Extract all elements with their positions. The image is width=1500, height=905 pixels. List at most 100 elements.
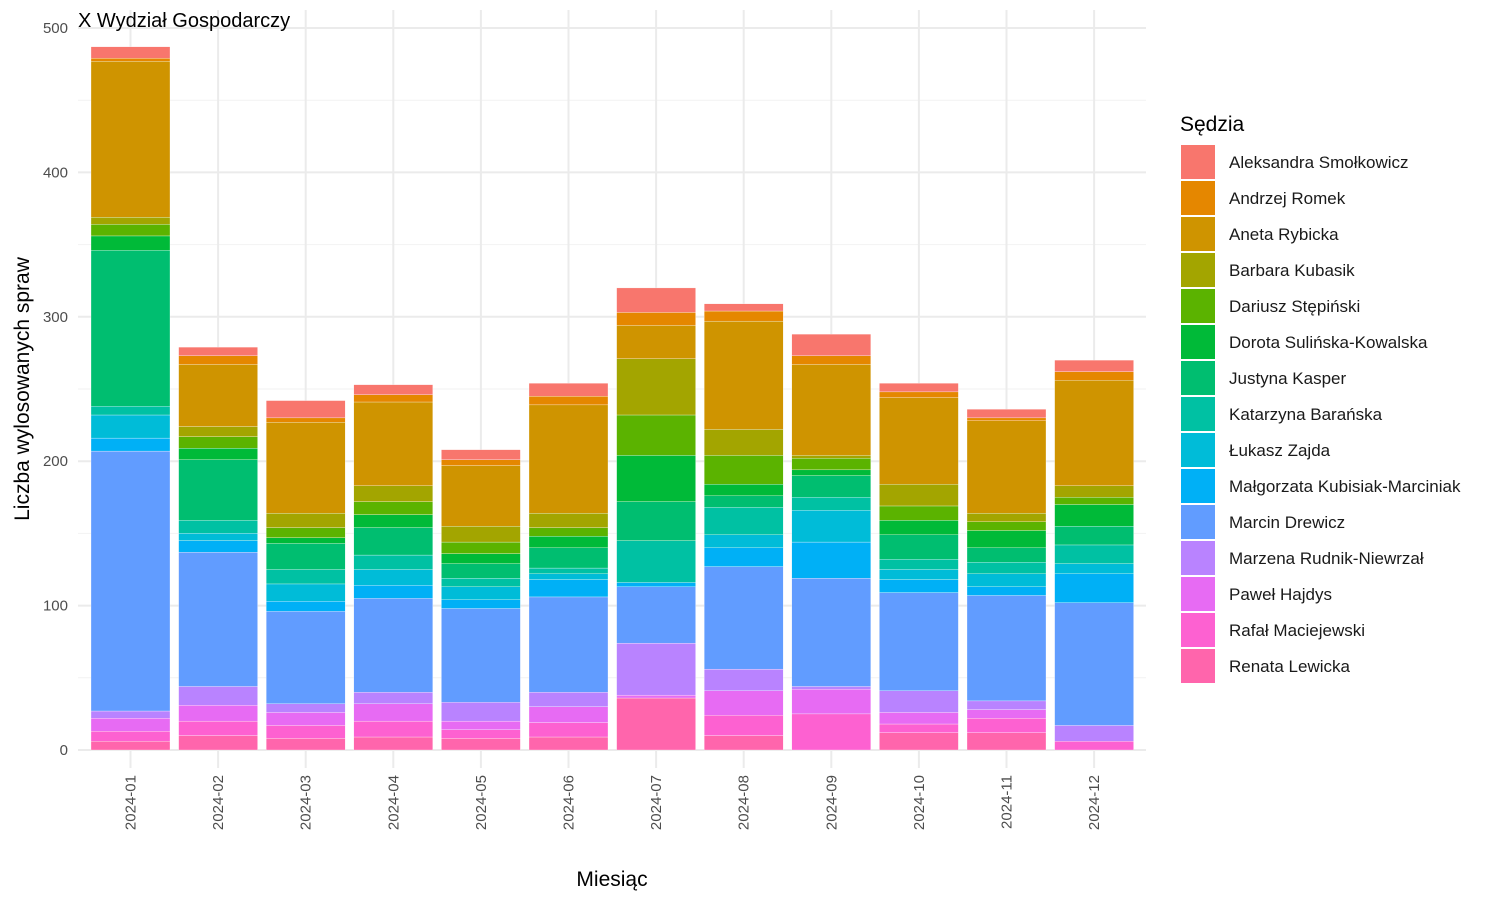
bar-segment [353,401,433,486]
bar-segment [966,417,1047,421]
bar-segment [266,725,346,739]
bar-segment [266,537,346,544]
bar-segment [966,420,1047,514]
bar-segment [704,495,784,508]
bar-segment [791,458,871,471]
bar-segment [1054,359,1134,372]
bar-segment [353,703,433,722]
bar-segment [704,484,784,497]
bar-segment [178,448,258,460]
legend-item: Justyna Kasper [1181,361,1347,395]
legend-item: Marzena Rudnik-Niewrzał [1181,541,1424,575]
bar-segment [704,690,784,716]
bar-segment [178,720,258,736]
bar-segment [266,738,346,751]
bar-segment [353,514,433,528]
bar-segment [791,689,871,715]
bar-segment [616,358,696,416]
bar-segment [791,713,871,751]
bar-segment [266,611,346,704]
bar-segment [966,586,1047,596]
bar-segment [90,224,171,237]
bar-segment [353,554,433,570]
bar-segment [616,540,696,583]
bar-segment [266,400,346,419]
bar-segment [178,533,258,541]
bar-segment [90,58,171,62]
bar-segment [528,567,609,574]
bar-segment [90,731,171,742]
bar-segment [266,527,346,538]
legend-item: Barbara Kubasik [1181,253,1355,287]
legend-items: Aleksandra Smołkowicz Andrzej Romek Aneta … [1181,145,1461,683]
bar-segment [791,578,871,687]
bar-segment [266,569,346,585]
y-tick-label: 300 [43,309,68,326]
bar-segment [178,346,258,356]
legend-item: Katarzyna Barańska [1181,397,1383,431]
bar-segment [704,320,784,430]
legend-title: Sędzia [1180,113,1245,136]
bar-segment [704,668,784,691]
x-tick-label: 2024-08 [736,775,753,830]
bar-segment [966,732,1047,751]
bar-segment [178,364,258,427]
x-tick-label: 2024-07 [648,775,665,830]
bar-segment [1054,741,1134,751]
bar-segment [616,501,696,541]
bar-segment [616,455,696,502]
legend-item: Marcin Drewicz [1181,505,1345,539]
bar-segment [528,383,609,397]
bar-segment [1054,526,1134,546]
bar-segment [441,586,521,600]
bar-segment [791,686,871,690]
legend-item: Andrzej Romek [1181,181,1346,215]
legend-swatch [1181,361,1215,395]
bar-segment [266,601,346,612]
legend-label: Marcin Drewicz [1229,513,1345,532]
x-tick-label: 2024-02 [210,775,227,830]
bar-segment [966,700,1047,710]
legend-swatch [1181,613,1215,647]
bar-segment [178,540,258,553]
bar-segment [791,541,871,579]
x-tick-label: 2024-01 [123,775,140,830]
bar-segment [1054,497,1134,505]
bar-segment [791,510,871,543]
bar-segment [616,414,696,456]
bar-segment [528,573,609,580]
bar-segment [353,485,433,502]
legend-swatch [1181,433,1215,467]
bar-segment [704,735,784,751]
x-tick-label: 2024-06 [561,775,578,830]
bar-segment [90,406,171,416]
y-tick-label: 0 [60,742,68,759]
bar-segment [704,507,784,535]
bar-segment [879,592,959,691]
y-tick-label: 100 [43,598,68,615]
bar-segment [353,598,433,693]
x-tick-label: 2024-04 [385,775,402,830]
bar-segment [616,694,696,699]
legend-label: Aneta Rybicka [1229,225,1339,244]
bar-segment [966,562,1047,574]
legend-item: Dariusz Stępiński [1181,289,1360,323]
x-axis-title: Miesiąc [576,868,647,891]
bar-segment [791,333,871,356]
legend-item: Paweł Hajdys [1181,577,1332,611]
x-tick-label: 2024-10 [911,775,928,830]
bar-segment [704,715,784,736]
legend-swatch [1181,289,1215,323]
bar-segment [1054,563,1134,574]
bar-segment [90,710,171,719]
bar-segment [879,391,959,398]
bar-stack [266,400,346,751]
bar-segment [178,459,258,521]
legend-swatch [1181,181,1215,215]
legend-swatch [1181,253,1215,287]
bar-segment [528,736,609,751]
legend-label: Małgorzata Kubisiak-Marciniak [1229,477,1461,496]
bar-segment [616,287,696,313]
bar-segment [966,521,1047,531]
